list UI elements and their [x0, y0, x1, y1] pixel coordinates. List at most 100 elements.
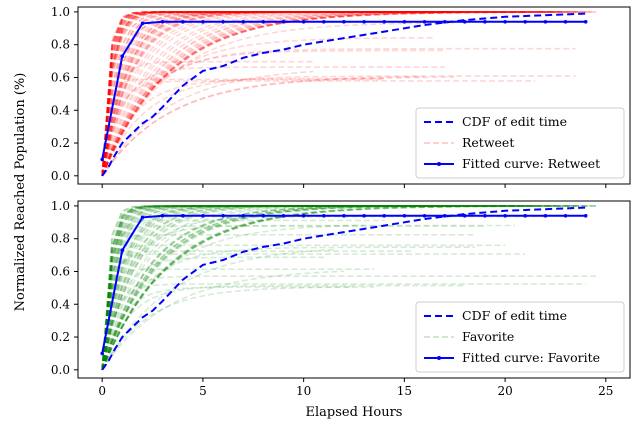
top-background-curve [101, 11, 576, 177]
bottom-background-curve [101, 234, 475, 370]
top-background-curve [101, 11, 556, 176]
bottom-background-curve [101, 205, 405, 370]
top-background-curve [101, 11, 365, 176]
bottom-axes-frame [77, 200, 631, 379]
bottom-background-curve [101, 211, 314, 371]
bottom-background-curve [101, 268, 375, 370]
bottom-background-curve [101, 205, 596, 370]
top-background-curve [101, 11, 556, 176]
top-fitted-point [221, 20, 225, 24]
bottom-background-curve [101, 205, 495, 371]
bottom-fitted-point [181, 214, 185, 218]
bottom-fitted-point [241, 214, 245, 218]
top-background-curve [101, 11, 445, 177]
bottom-fitted-point [463, 214, 467, 218]
top-y-tick-label: 0.2 [51, 136, 70, 150]
top-background-curve [101, 11, 576, 176]
bottom-background-curve [101, 253, 526, 370]
bottom-legend-label: CDF of edit time [462, 308, 567, 323]
bottom-background-curve [101, 205, 354, 370]
top-background-curve [101, 36, 435, 177]
bottom-background-curve [101, 205, 304, 370]
bottom-background-curve [101, 205, 354, 370]
bottom-x-tick-label: 15 [397, 384, 412, 398]
top-legend-box [415, 107, 625, 179]
top-fitted-point [160, 20, 165, 24]
bottom-cdf-line [101, 206, 586, 371]
top-background-curve [101, 60, 314, 176]
top-fitted-point [463, 20, 467, 24]
bottom-fitted-point [342, 214, 346, 218]
top-background-curve [101, 11, 415, 176]
top-fitted-point [523, 20, 527, 24]
bottom-background-curve [101, 205, 536, 370]
bottom-background-curve [101, 256, 324, 370]
top-background-curve [101, 11, 395, 176]
top-fitted-point [181, 20, 185, 24]
top-background-curve [101, 11, 334, 176]
bottom-y-tick-label: 1.0 [51, 199, 70, 213]
top-background-curve [101, 11, 455, 176]
top-background-curve [101, 11, 455, 176]
bottom-y-tick-label: 0.6 [51, 264, 70, 278]
top-background-curve [101, 11, 304, 176]
top-background-curve [101, 75, 576, 177]
top-background-curve [101, 11, 556, 176]
bottom-background-curve [101, 205, 405, 370]
top-background-curve [101, 11, 556, 176]
bottom-background-curve [101, 205, 395, 370]
top-background-curve [101, 11, 586, 176]
top-background-curve [101, 11, 475, 176]
top-background-curve [101, 11, 495, 176]
top-background-curve [101, 11, 546, 176]
top-background-curve [101, 11, 526, 177]
bottom-background-curve [101, 205, 556, 370]
bottom-background-curve [101, 205, 354, 370]
bottom-cdf-layer [101, 206, 586, 371]
top-fitted-point [241, 20, 245, 24]
bottom-background-curve [101, 205, 354, 370]
bottom-background-curve [101, 224, 365, 371]
bottom-y-tick-label: 0.2 [51, 330, 70, 344]
bottom-x-tick-label: 25 [598, 384, 613, 398]
bottom-background-curve [101, 207, 324, 371]
top-y-tick-label: 1.0 [51, 5, 70, 19]
bottom-y-ticks: 0.0 0.2 0.4 0.6 0.8 1.0 [51, 199, 78, 377]
bottom-x-tick-label: 5 [199, 384, 207, 398]
bottom-fitted-point [140, 215, 145, 220]
top-background-curve [101, 11, 455, 176]
bottom-fitted-point [583, 214, 588, 218]
top-background-curve [101, 75, 425, 177]
top-background-curve [101, 11, 344, 176]
bottom-background-curve [101, 205, 596, 370]
bottom-fitted-point [362, 214, 366, 218]
bottom-background-curve [101, 205, 556, 370]
top-cdf-line [101, 12, 586, 177]
bottom-background-curve [101, 205, 596, 370]
bottom-x-tick-label: 0 [98, 384, 106, 398]
bottom-fitted-point [523, 214, 527, 218]
top-background-curve [101, 11, 526, 177]
bottom-background-curve [101, 205, 344, 370]
bottom-background-curve [101, 246, 475, 371]
bottom-fitted-point [160, 214, 165, 218]
top-background-curve [101, 11, 566, 176]
bottom-fitted-point [402, 214, 407, 218]
top-cdf-layer [101, 12, 586, 177]
top-legend: CDF of edit time Retweet Fitted curve: Ret… [415, 107, 625, 179]
bottom-background-curve [101, 205, 536, 371]
bottom-background-curve [101, 205, 354, 370]
top-background-curve [101, 11, 304, 176]
top-fitted-point [281, 20, 286, 24]
bottom-fitted-point [261, 214, 266, 218]
top-background-curve [101, 11, 465, 177]
y-axis-label: Normalized Reached Population (%) [13, 73, 28, 312]
bottom-fitted-point [543, 214, 548, 218]
bottom-background-curve [101, 206, 344, 371]
bottom-background-curve [101, 205, 435, 370]
bottom-fitted-point [563, 214, 568, 218]
bottom-background-curve [101, 205, 445, 371]
top-background-curve [101, 11, 485, 177]
top-background-curve [101, 21, 455, 177]
top-fitted-point [100, 157, 104, 162]
